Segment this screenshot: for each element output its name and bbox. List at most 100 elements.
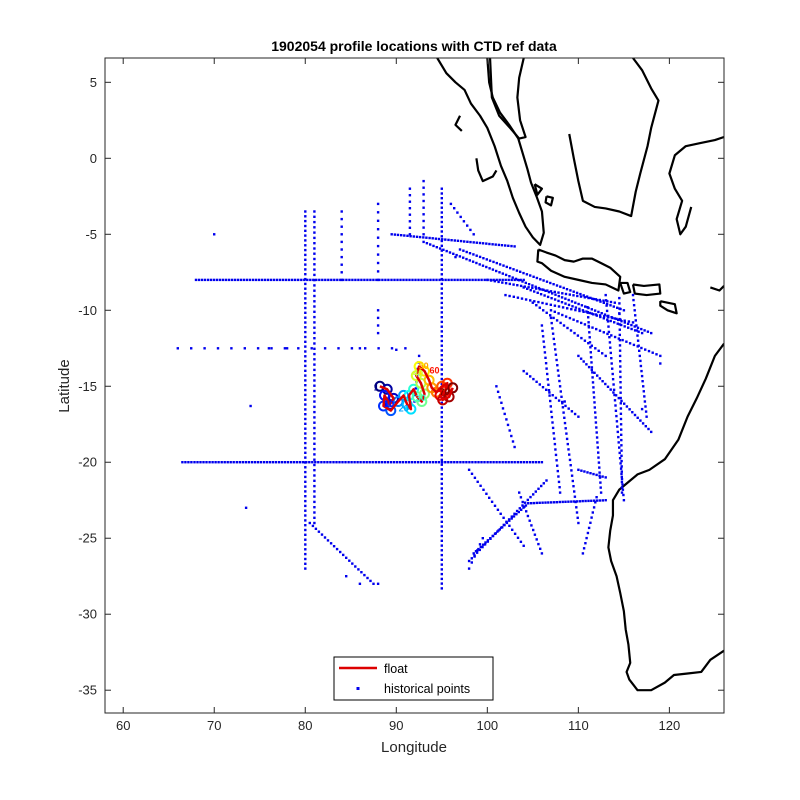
historical-point <box>553 437 556 440</box>
historical-point <box>590 366 594 369</box>
historical-point <box>591 381 595 384</box>
historical-point <box>358 347 362 350</box>
historical-point <box>495 461 498 464</box>
historical-point <box>440 354 443 357</box>
historical-point <box>422 206 425 209</box>
historical-point <box>408 226 412 229</box>
historical-point <box>597 310 600 314</box>
historical-point <box>647 349 651 353</box>
historical-point <box>232 461 235 464</box>
historical-point <box>411 278 414 282</box>
historical-point <box>557 294 560 298</box>
historical-point <box>313 347 316 350</box>
historical-point <box>348 278 351 282</box>
historical-point <box>570 410 574 413</box>
historical-point <box>402 278 405 282</box>
historical-point <box>304 369 307 372</box>
coastline <box>533 183 544 196</box>
historical-point <box>551 426 555 430</box>
historical-point <box>417 354 421 358</box>
historical-point <box>313 236 316 240</box>
historical-point <box>224 278 228 282</box>
historical-point <box>456 461 459 464</box>
historical-point <box>611 367 614 370</box>
historical-point <box>512 268 515 271</box>
historical-point <box>489 537 492 540</box>
historical-point <box>596 441 599 444</box>
historical-point <box>548 394 551 397</box>
historical-point <box>547 290 551 294</box>
historical-point <box>304 528 307 532</box>
y-tick-label: -10 <box>78 303 97 318</box>
historical-point <box>304 552 307 556</box>
historical-point <box>643 329 646 332</box>
historical-point <box>516 461 519 464</box>
historical-point <box>276 278 279 282</box>
historical-point <box>620 449 623 452</box>
historical-point <box>589 351 592 354</box>
historical-point <box>313 511 316 514</box>
historical-point <box>440 344 443 347</box>
historical-point <box>345 575 348 578</box>
historical-point <box>372 582 375 585</box>
historical-point <box>529 299 532 302</box>
float-profile-marker <box>385 405 397 417</box>
historical-point <box>465 461 468 464</box>
historical-point <box>577 354 580 358</box>
historical-point <box>259 461 263 464</box>
historical-point <box>619 402 622 405</box>
historical-point <box>313 337 316 340</box>
x-axis-ticks: 60 70 80 90 100 110 120 <box>116 58 680 733</box>
historical-point <box>538 306 541 309</box>
historical-point <box>313 300 316 303</box>
historical-point <box>223 461 226 464</box>
historical-point <box>304 326 307 329</box>
historical-point <box>585 310 588 313</box>
historical-point <box>518 491 521 494</box>
historical-point <box>340 271 343 274</box>
historical-point <box>595 431 598 434</box>
historical-point <box>566 307 569 310</box>
historical-point <box>519 461 522 464</box>
historical-point <box>643 395 646 398</box>
historical-point <box>535 501 539 505</box>
historical-point <box>208 461 211 464</box>
historical-point <box>340 240 343 244</box>
historical-point <box>408 233 412 236</box>
historical-point <box>313 395 316 398</box>
historical-point <box>636 326 640 329</box>
historical-point <box>415 235 419 238</box>
historical-point <box>304 277 307 281</box>
historical-point <box>372 278 375 282</box>
historical-point <box>422 179 425 183</box>
historical-point <box>547 501 550 504</box>
historical-point <box>261 278 264 282</box>
legend-historical-label: historical points <box>384 682 470 696</box>
historical-point <box>504 273 508 277</box>
historical-point <box>527 502 530 505</box>
historical-point <box>516 284 519 287</box>
historical-point <box>599 491 603 494</box>
historical-point <box>318 278 321 282</box>
historical-point <box>440 339 443 343</box>
historical-point <box>598 377 602 380</box>
historical-point <box>587 321 590 324</box>
historical-point <box>304 567 307 570</box>
historical-point <box>572 290 575 293</box>
historical-point <box>618 333 621 337</box>
historical-point <box>474 278 477 282</box>
historical-point <box>610 334 613 337</box>
historical-point <box>440 330 443 333</box>
historical-point <box>619 407 623 410</box>
historical-point <box>468 259 471 262</box>
historical-point <box>564 404 567 408</box>
historical-point <box>552 283 555 286</box>
historical-point <box>449 202 453 206</box>
historical-point <box>619 365 622 368</box>
historical-point <box>432 461 435 464</box>
historical-point <box>497 243 501 247</box>
historical-point <box>567 303 571 307</box>
historical-point <box>599 300 602 303</box>
historical-point <box>404 347 407 350</box>
historical-point <box>625 405 629 408</box>
